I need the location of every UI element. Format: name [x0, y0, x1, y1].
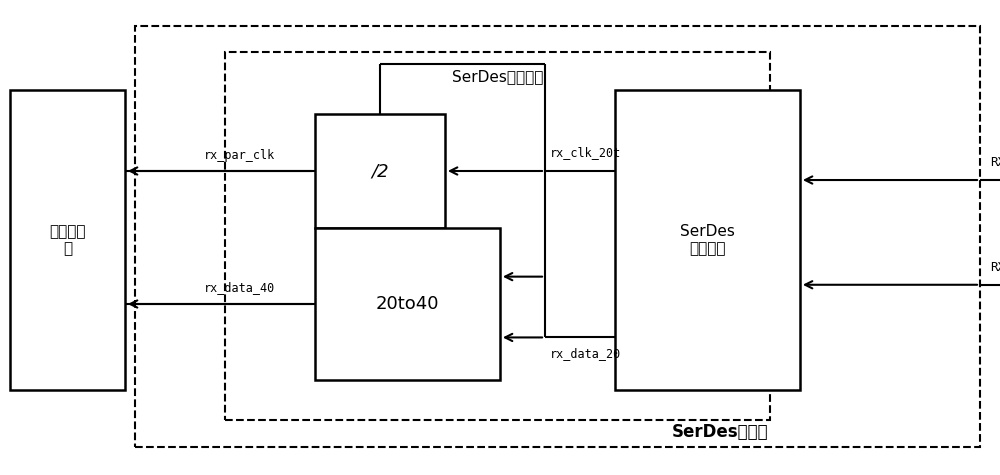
Bar: [315, 114, 445, 228]
Text: 20to40: 20to40: [376, 295, 439, 313]
Text: rx_par_clk: rx_par_clk: [204, 149, 276, 162]
Text: SerDes数字电路: SerDes数字电路: [452, 69, 544, 84]
Bar: [225, 52, 770, 420]
Text: SerDes接收器: SerDes接收器: [672, 423, 768, 441]
Text: rx_clk_20t: rx_clk_20t: [550, 146, 621, 159]
Text: RX_N: RX_N: [990, 260, 1000, 273]
Bar: [10, 90, 125, 389]
Bar: [315, 228, 500, 380]
Bar: [135, 26, 980, 446]
Text: rx_data_20: rx_data_20: [550, 347, 621, 360]
Text: 协议控制
器: 协议控制 器: [49, 224, 86, 256]
Text: rx_data_40: rx_data_40: [204, 282, 276, 294]
Text: RX_P: RX_P: [990, 155, 1000, 168]
Bar: [615, 90, 800, 389]
Text: /2: /2: [371, 162, 389, 180]
Text: SerDes
模拟电路: SerDes 模拟电路: [680, 224, 735, 256]
